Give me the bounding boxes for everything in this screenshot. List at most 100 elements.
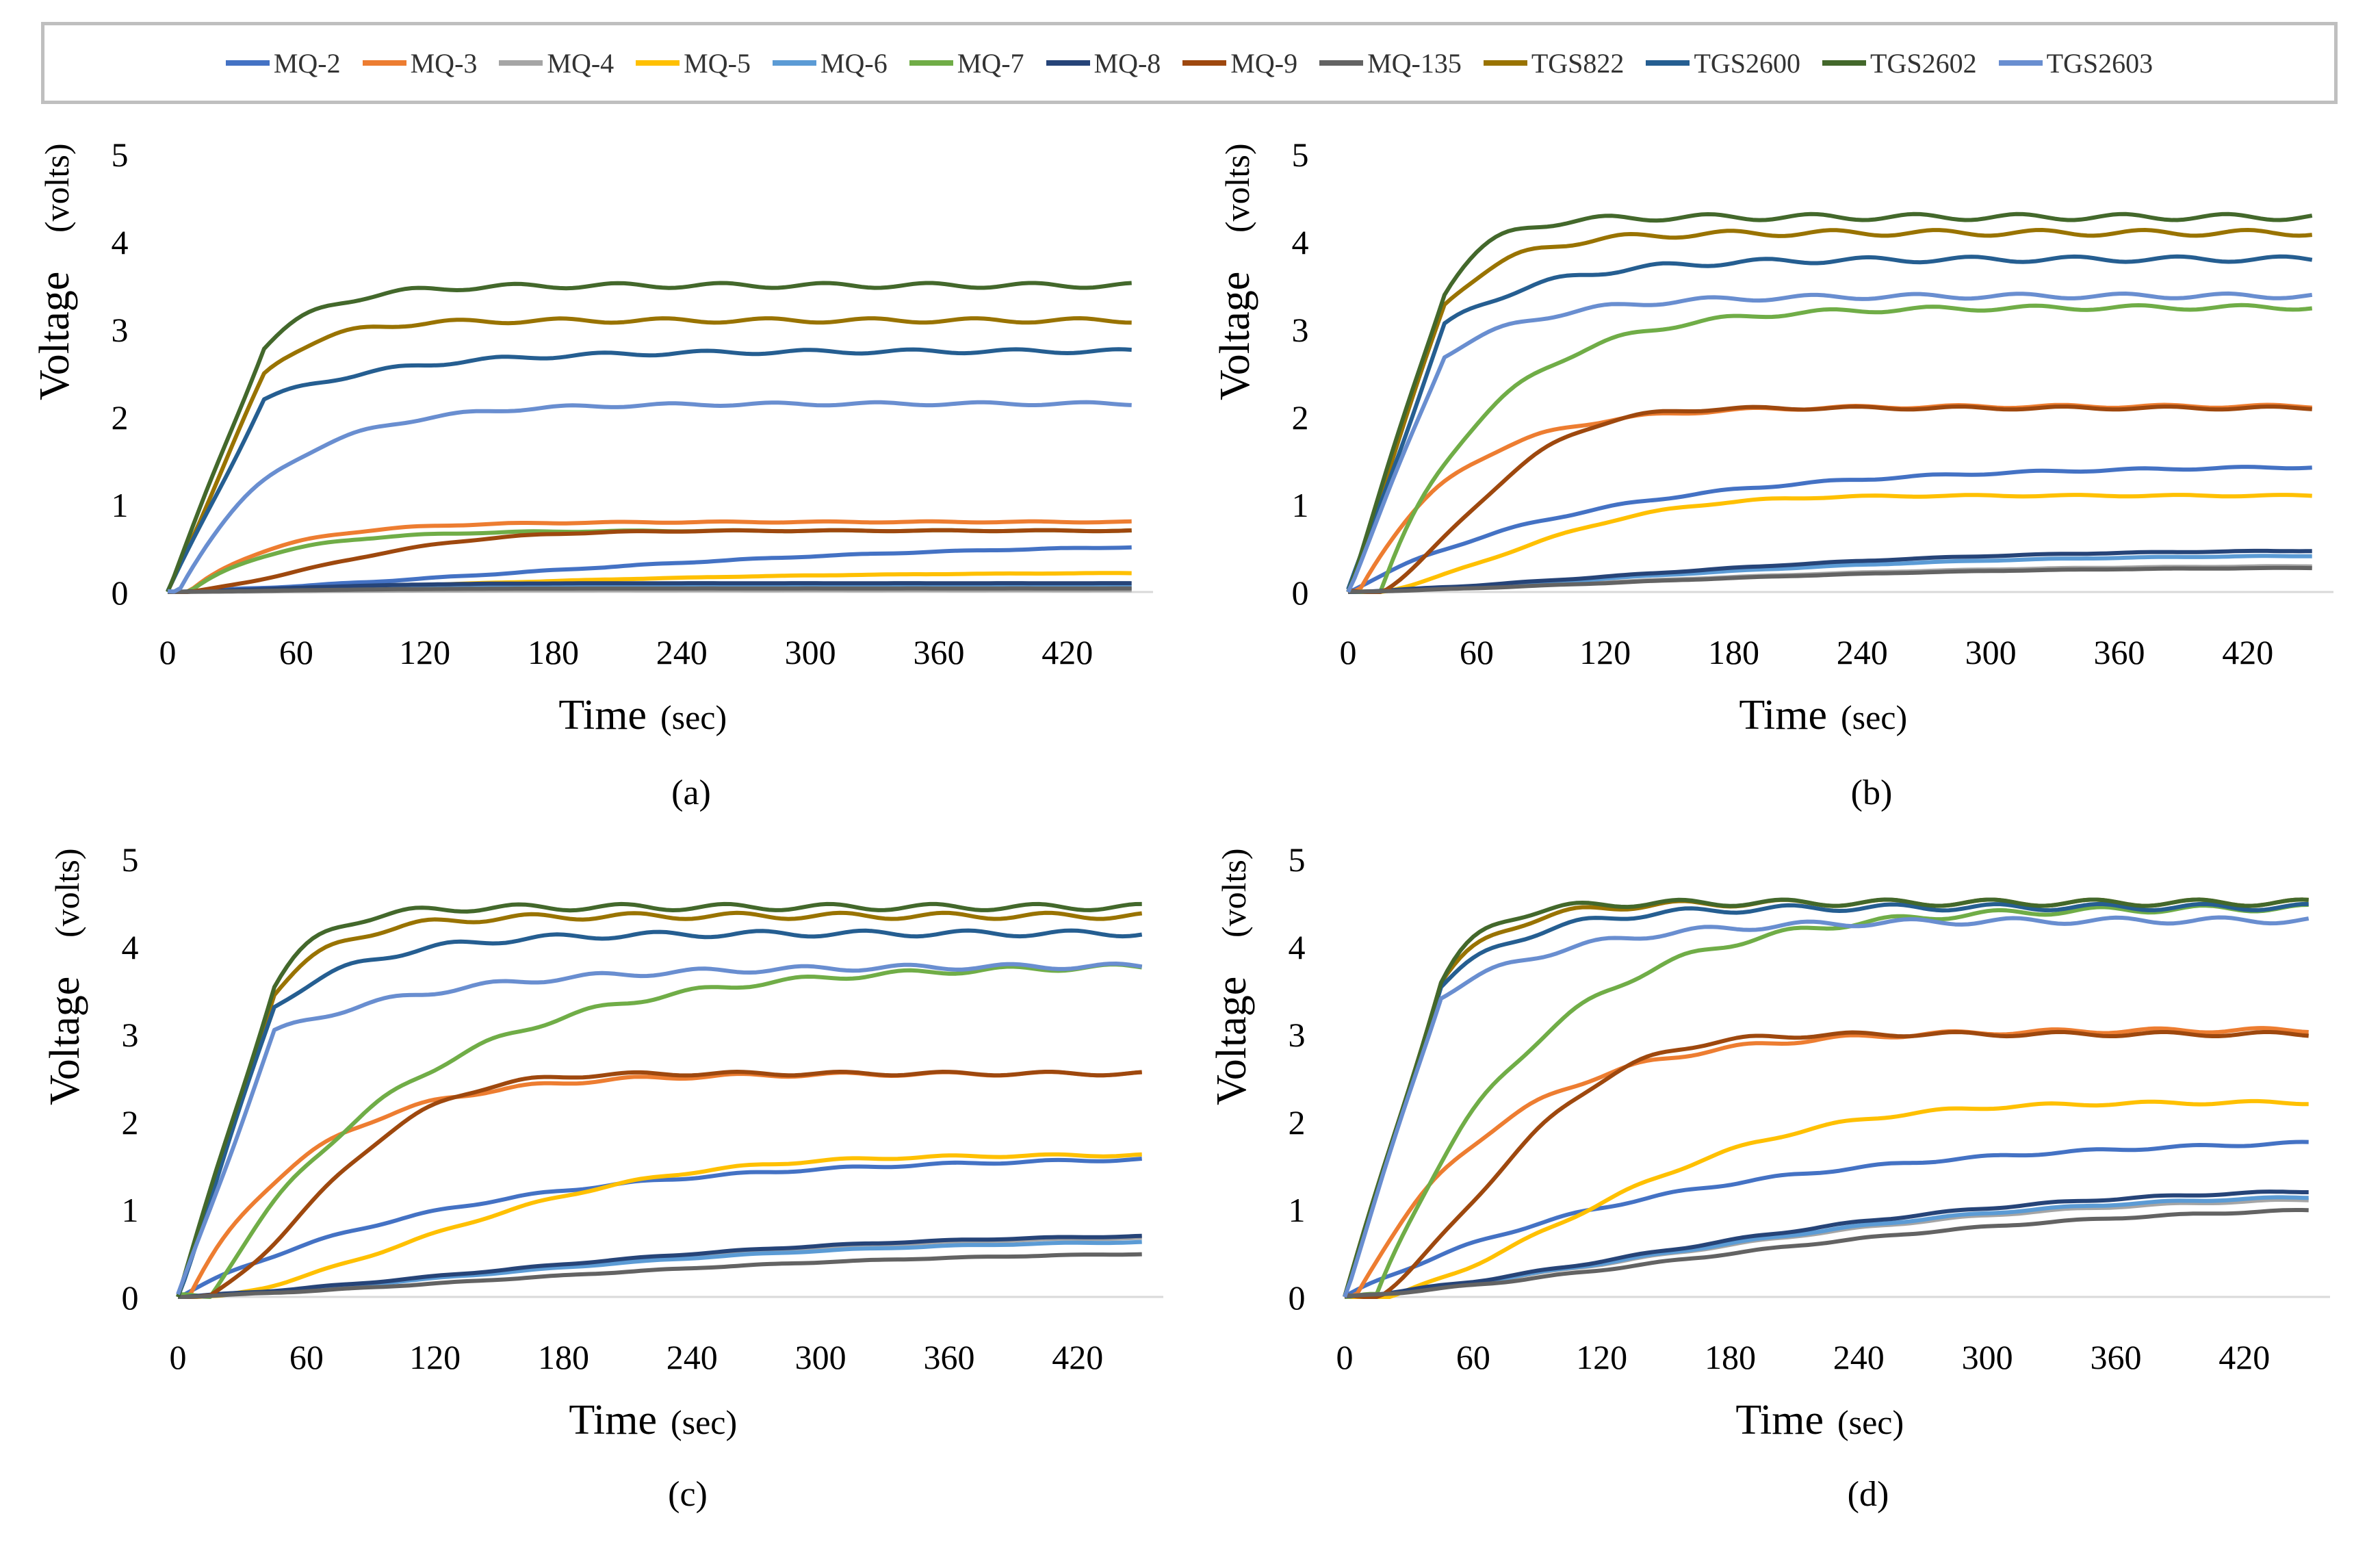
legend-item: MQ-4	[499, 47, 614, 79]
y-tick-label: 3	[1292, 311, 1309, 349]
series-line-mq-3	[178, 1070, 1142, 1299]
series-line-mq-9	[168, 528, 1132, 594]
series-line-mq-5	[178, 1152, 1142, 1299]
chart-panel-d: 0 1 2 3 4 5 0 60 120 180 240 300 360 420 Time (sec) Volt…	[1208, 840, 2330, 1514]
y-tick-label: 4	[1292, 223, 1309, 261]
series-line-mq-8	[167, 581, 1132, 594]
x-tick-label: 180	[1705, 1338, 1756, 1376]
y-tick-label: 0	[122, 1278, 139, 1317]
series-line-tgs822	[176, 910, 1143, 1298]
series-line-mq-7	[177, 962, 1143, 1299]
legend-swatch	[1182, 60, 1227, 66]
chart-panel-a: 0 1 2 3 4 5 0 60 120 180 240 300 360 420 Time (sec) Volt…	[31, 136, 1153, 812]
legend-item: MQ-7	[909, 47, 1024, 79]
legend-item: MQ-9	[1182, 47, 1297, 79]
series-line-mq-135	[178, 1252, 1142, 1299]
x-axis-unit: (sec)	[671, 1403, 737, 1441]
series-line-mq-8	[178, 1233, 1142, 1299]
x-tick-label: 180	[1708, 633, 1759, 671]
y-axis-unit: (volts)	[1215, 848, 1253, 938]
y-tick-label: 4	[1289, 928, 1306, 966]
series-line-tgs2603	[1343, 915, 2310, 1298]
series-line-mq-5	[1344, 1098, 2309, 1299]
chart-legend: MQ-2 MQ-3 MQ-4 MQ-5 MQ-6 MQ-7 MQ-8 MQ-9 MQ-135 TG…	[41, 22, 2338, 104]
x-tick-label: 300	[1965, 633, 2017, 671]
y-tick-label: 1	[112, 486, 129, 524]
y-tick-label: 0	[1289, 1278, 1306, 1317]
series-line-tgs2600	[1346, 254, 2313, 591]
legend-label: MQ-6	[820, 47, 888, 79]
legend-label: MQ-135	[1367, 47, 1462, 79]
x-axis-title: Time	[1739, 692, 1827, 738]
x-tick-label: 120	[1576, 1338, 1627, 1376]
legend-swatch	[1822, 60, 1867, 66]
legend-item: MQ-8	[1046, 47, 1161, 79]
legend-item: TGS2600	[1646, 47, 1800, 79]
y-tick-label: 5	[1292, 136, 1309, 174]
y-tick-label: 0	[112, 574, 129, 612]
y-tick-label: 5	[122, 840, 139, 879]
legend-item: TGS2602	[1822, 47, 1977, 79]
legend-item: MQ-2	[225, 47, 341, 79]
x-tick-label: 0	[1340, 633, 1357, 671]
legend-item: TGS822	[1483, 47, 1625, 79]
y-tick-label: 4	[112, 223, 129, 261]
series-line-tgs2600	[166, 347, 1132, 593]
legend-swatch	[225, 60, 270, 66]
y-tick-label: 5	[112, 136, 129, 174]
series-line-mq-9	[1344, 1029, 2309, 1299]
x-tick-label: 240	[1837, 633, 1888, 671]
series-line-tgs2603	[167, 400, 1132, 594]
panel-caption: (c)	[668, 1475, 708, 1514]
series-line-mq-2	[1347, 465, 2312, 594]
legend-swatch	[362, 60, 406, 66]
series-line-tgs2603	[1346, 291, 2313, 593]
series-line-mq-135	[1344, 1208, 2309, 1299]
x-axis-title: Time	[1735, 1397, 1824, 1443]
x-tick-label: 240	[667, 1338, 718, 1376]
y-tick-label: 5	[1289, 840, 1306, 879]
x-tick-label: 180	[538, 1338, 589, 1376]
series-line-mq-8	[1347, 548, 2312, 594]
legend-label: MQ-9	[1230, 47, 1298, 79]
x-axis-title: Time	[569, 1397, 657, 1443]
y-axis-unit: (volts)	[1218, 143, 1256, 233]
x-tick-label: 420	[2219, 1338, 2270, 1376]
legend-item: MQ-135	[1319, 47, 1462, 79]
y-tick-label: 2	[1292, 398, 1309, 437]
series-line-mq-9	[178, 1070, 1142, 1299]
y-axis-title: Voltage	[1208, 977, 1255, 1105]
series-line-mq-9	[1347, 404, 2312, 594]
x-tick-label: 360	[2090, 1338, 2141, 1376]
series-line-tgs2602	[1343, 897, 2309, 1298]
x-tick-label: 300	[795, 1338, 846, 1376]
x-tick-label: 300	[785, 633, 836, 671]
legend-item: MQ-6	[772, 47, 888, 79]
x-tick-label: 420	[2222, 633, 2273, 671]
series-line-mq-135	[167, 586, 1132, 594]
x-tick-label: 360	[2093, 633, 2145, 671]
legend-swatch	[499, 60, 543, 66]
legend-swatch	[636, 60, 680, 66]
series-line-mq-8	[1344, 1189, 2309, 1299]
x-tick-label: 360	[923, 1338, 974, 1376]
series-line-tgs2602	[166, 281, 1132, 593]
legend-label: TGS2603	[2046, 47, 2153, 79]
series-line-mq-2	[168, 545, 1132, 594]
legend-label: TGS2602	[1870, 47, 1977, 79]
legend-label: MQ-5	[684, 47, 751, 79]
x-axis-title: Time	[558, 692, 647, 738]
x-tick-label: 120	[1579, 633, 1631, 671]
chart-panel-b: 0 1 2 3 4 5 0 60 120 180 240 300 360 420 Time (sec) Volt…	[1212, 136, 2333, 812]
series-line-tgs2603	[176, 962, 1143, 1296]
legend-swatch	[1046, 60, 1090, 66]
legend-label: MQ-7	[957, 47, 1024, 79]
panel-caption: (a)	[671, 773, 711, 812]
y-tick-label: 1	[1292, 486, 1309, 524]
x-tick-label: 240	[656, 633, 708, 671]
legend-label: TGS822	[1531, 47, 1625, 79]
series-line-mq-2	[177, 1157, 1142, 1299]
x-tick-label: 0	[1336, 1338, 1354, 1376]
y-tick-label: 2	[112, 398, 129, 437]
panel-caption: (d)	[1848, 1475, 1889, 1514]
